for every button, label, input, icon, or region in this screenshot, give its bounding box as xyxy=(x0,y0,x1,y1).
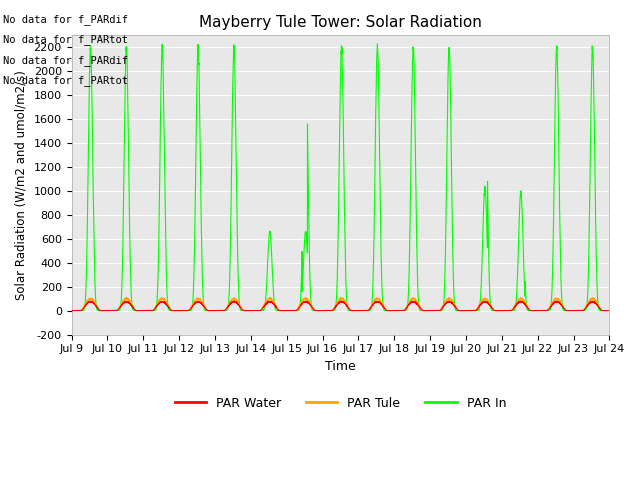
Text: No data for f_PARdif: No data for f_PARdif xyxy=(3,13,128,24)
Legend: PAR Water, PAR Tule, PAR In: PAR Water, PAR Tule, PAR In xyxy=(170,392,511,415)
Y-axis label: Solar Radiation (W/m2 and umol/m2/s): Solar Radiation (W/m2 and umol/m2/s) xyxy=(15,70,28,300)
Text: No data for f_PARtot: No data for f_PARtot xyxy=(3,75,128,86)
Text: No data for f_PARtot: No data for f_PARtot xyxy=(3,34,128,45)
Title: Mayberry Tule Tower: Solar Radiation: Mayberry Tule Tower: Solar Radiation xyxy=(199,15,482,30)
X-axis label: Time: Time xyxy=(325,360,356,373)
Text: No data for f_PARdif: No data for f_PARdif xyxy=(3,55,128,66)
